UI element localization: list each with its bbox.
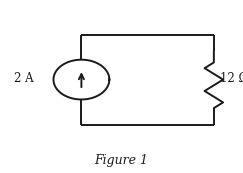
Text: 2 A: 2 A xyxy=(15,72,34,85)
Text: Figure 1: Figure 1 xyxy=(95,154,148,167)
Text: 12 Ω: 12 Ω xyxy=(220,72,243,85)
